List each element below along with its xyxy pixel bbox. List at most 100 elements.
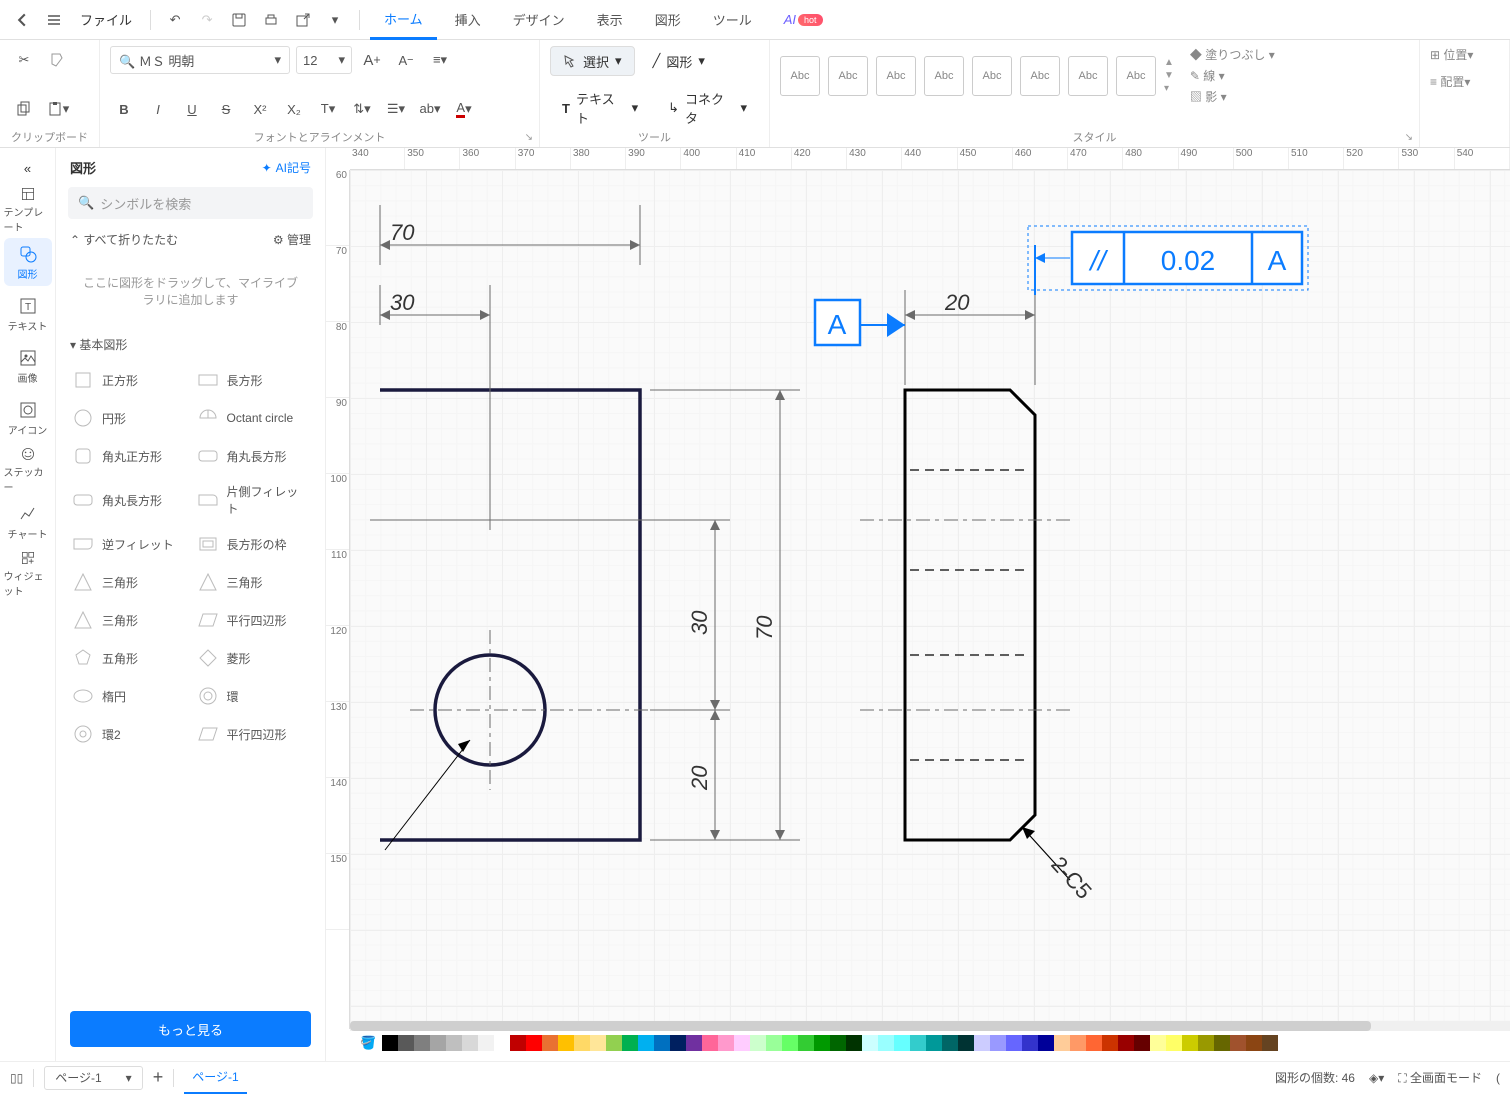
shape-item[interactable]: 平行四辺形 xyxy=(191,715,316,753)
color-swatch[interactable] xyxy=(830,1035,846,1051)
symbol-search[interactable]: 🔍 シンボルを検索 xyxy=(68,187,313,219)
shape-item[interactable]: 五角形 xyxy=(66,639,191,677)
more-icon[interactable]: ▾ xyxy=(321,6,349,34)
style-preset-7[interactable]: Abc xyxy=(1068,56,1108,96)
color-swatch[interactable] xyxy=(766,1035,782,1051)
color-swatch[interactable] xyxy=(1038,1035,1054,1051)
shape-item[interactable]: 平行四辺形 xyxy=(191,601,316,639)
color-swatch[interactable] xyxy=(1246,1035,1262,1051)
color-swatch[interactable] xyxy=(702,1035,718,1051)
font-name-select[interactable]: 🔍 ＭＳ 明朝▾ xyxy=(110,46,290,74)
tab-home[interactable]: ホーム xyxy=(370,0,437,40)
shape-item[interactable]: 三角形 xyxy=(66,601,191,639)
file-menu[interactable]: ファイル xyxy=(72,10,140,29)
color-swatch[interactable] xyxy=(878,1035,894,1051)
rail-image[interactable]: 画像 xyxy=(4,342,52,390)
shape-item[interactable]: 逆フィレット xyxy=(66,525,191,563)
fill-bucket-icon[interactable]: 🪣 xyxy=(360,1035,376,1051)
color-swatch[interactable] xyxy=(1182,1035,1198,1051)
color-swatch[interactable] xyxy=(1070,1035,1086,1051)
color-swatch[interactable] xyxy=(1118,1035,1134,1051)
color-swatch[interactable] xyxy=(590,1035,606,1051)
underline-icon[interactable]: U xyxy=(178,95,206,123)
export-icon[interactable] xyxy=(289,6,317,34)
shape-item[interactable]: 三角形 xyxy=(66,563,191,601)
color-swatch[interactable] xyxy=(542,1035,558,1051)
color-swatch[interactable] xyxy=(1198,1035,1214,1051)
page-tab-1[interactable]: ページ-1 xyxy=(184,1062,246,1094)
save-icon[interactable] xyxy=(225,6,253,34)
shape-item[interactable]: 長方形の枠 xyxy=(191,525,316,563)
position-button[interactable]: ⊞ 位置▾ xyxy=(1430,46,1499,63)
increase-font-icon[interactable]: A+ xyxy=(358,46,386,74)
line-spacing-icon[interactable]: ⇅▾ xyxy=(348,95,376,123)
color-swatch[interactable] xyxy=(1166,1035,1182,1051)
style-more-icon[interactable]: ▾ xyxy=(1164,83,1174,94)
shape-item[interactable]: 楕円 xyxy=(66,677,191,715)
color-swatch[interactable] xyxy=(382,1035,398,1051)
color-swatch[interactable] xyxy=(1150,1035,1166,1051)
scrollbar-horizontal[interactable] xyxy=(350,1021,1510,1031)
color-swatch[interactable] xyxy=(606,1035,622,1051)
add-page-icon[interactable]: + xyxy=(153,1067,164,1088)
superscript-icon[interactable]: X² xyxy=(246,95,274,123)
color-swatch[interactable] xyxy=(414,1035,430,1051)
back-icon[interactable] xyxy=(8,6,36,34)
shape-item[interactable]: 環 xyxy=(191,677,316,715)
tab-shape[interactable]: 図形 xyxy=(641,0,695,40)
color-swatch[interactable] xyxy=(1006,1035,1022,1051)
color-swatch[interactable] xyxy=(686,1035,702,1051)
shadow-button[interactable]: ▧ 影 ▾ xyxy=(1190,88,1275,105)
color-swatch[interactable] xyxy=(734,1035,750,1051)
color-swatch[interactable] xyxy=(1054,1035,1070,1051)
color-swatch[interactable] xyxy=(574,1035,590,1051)
style-preset-3[interactable]: Abc xyxy=(876,56,916,96)
text-orient-icon[interactable]: T▾ xyxy=(314,95,342,123)
rail-chart[interactable]: チャート xyxy=(4,498,52,546)
strike-icon[interactable]: S xyxy=(212,95,240,123)
color-swatch[interactable] xyxy=(510,1035,526,1051)
print-icon[interactable] xyxy=(257,6,285,34)
style-preset-1[interactable]: Abc xyxy=(780,56,820,96)
color-swatch[interactable] xyxy=(846,1035,862,1051)
drop-zone[interactable]: ここに図形をドラッグして、マイライブラリに追加します xyxy=(70,260,311,322)
format-painter-icon[interactable] xyxy=(44,46,72,74)
line-button[interactable]: ✎ 線 ▾ xyxy=(1190,67,1275,84)
more-button[interactable]: もっと見る xyxy=(70,1011,311,1047)
color-swatch[interactable] xyxy=(398,1035,414,1051)
color-swatch[interactable] xyxy=(862,1035,878,1051)
tab-tool[interactable]: ツール xyxy=(699,0,766,40)
color-swatch[interactable] xyxy=(718,1035,734,1051)
tab-view[interactable]: 表示 xyxy=(583,0,637,40)
style-up-icon[interactable]: ▲ xyxy=(1164,57,1174,68)
style-preset-2[interactable]: Abc xyxy=(828,56,868,96)
color-swatch[interactable] xyxy=(798,1035,814,1051)
font-color-icon[interactable]: A▾ xyxy=(450,95,478,123)
color-swatch[interactable] xyxy=(1134,1035,1150,1051)
drawing[interactable]: 703070302020A//0.02A2-C5 xyxy=(350,170,1510,1061)
color-swatch[interactable] xyxy=(670,1035,686,1051)
color-swatch[interactable] xyxy=(894,1035,910,1051)
status-more[interactable]: ( xyxy=(1496,1071,1500,1085)
color-swatch[interactable] xyxy=(478,1035,494,1051)
tab-design[interactable]: デザイン xyxy=(499,0,579,40)
rail-shapes[interactable]: 図形 xyxy=(4,238,52,286)
page-select[interactable]: ページ-1▾ xyxy=(44,1066,142,1090)
style-dialog-launcher[interactable]: ↘ xyxy=(1405,132,1413,143)
connector-tool[interactable]: ↳ コネクタ▾ xyxy=(656,93,759,123)
decrease-font-icon[interactable]: A− xyxy=(392,46,420,74)
shape-item[interactable]: 正方形 xyxy=(66,361,191,399)
shape-item[interactable]: 三角形 xyxy=(191,563,316,601)
color-swatch[interactable] xyxy=(910,1035,926,1051)
page-panel-icon[interactable]: ▯▯ xyxy=(10,1071,23,1085)
bold-icon[interactable]: B xyxy=(110,95,138,123)
align-button[interactable]: ≡ 配置▾ xyxy=(1430,73,1499,90)
color-swatch[interactable] xyxy=(1230,1035,1246,1051)
shape-item[interactable]: 角丸長方形 xyxy=(66,475,191,525)
color-swatch[interactable] xyxy=(446,1035,462,1051)
redo-icon[interactable]: ↷ xyxy=(193,6,221,34)
rail-collapse-icon[interactable]: « xyxy=(14,154,42,182)
shape-item[interactable]: 片側フィレット xyxy=(191,475,316,525)
shape-tool[interactable]: ╱ 図形▾ xyxy=(641,46,717,76)
fullscreen-button[interactable]: ⛶ 全画面モード xyxy=(1398,1069,1482,1086)
